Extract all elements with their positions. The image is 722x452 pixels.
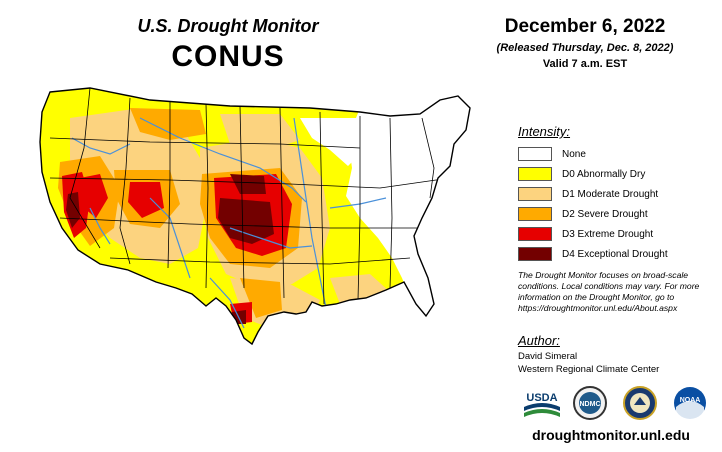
legend-swatch <box>518 147 552 161</box>
legend-item-d0: D0 Abnormally Dry <box>518 166 645 182</box>
legend-label: D4 Exceptional Drought <box>562 248 668 260</box>
d4-area-kansas-oklahoma <box>218 198 274 244</box>
drought-areas <box>40 88 470 344</box>
legend-item-none: None <box>518 146 586 162</box>
author-name: David Simeral <box>518 351 578 362</box>
legend-swatch <box>518 247 552 261</box>
legend-swatch <box>518 187 552 201</box>
usda-logo[interactable]: USDA <box>522 385 562 421</box>
ndmc-logo[interactable]: NDMC <box>572 385 608 421</box>
legend-swatch <box>518 207 552 221</box>
d4-area-nebraska <box>230 174 266 194</box>
map-date: December 6, 2022 <box>504 16 666 37</box>
map-title: U.S. Drought Monitor <box>137 16 319 36</box>
ndmc-logo-text: NDMC <box>580 401 601 408</box>
region-title: CONUS <box>171 40 285 73</box>
info-note: The Drought Monitor focuses on broad-sca… <box>518 270 700 313</box>
noaa-logo[interactable]: NOAA <box>672 385 708 421</box>
d3-area-nevada <box>80 174 108 218</box>
legend-item-d4: D4 Exceptional Drought <box>518 246 668 262</box>
doc-seal-logo[interactable] <box>622 385 658 421</box>
legend-label: D3 Extreme Drought <box>562 228 654 240</box>
d3-area-utah <box>128 182 164 218</box>
legend-item-d1: D1 Moderate Drought <box>518 186 658 202</box>
author-title: Author: <box>518 333 560 348</box>
usda-logo-text: USDA <box>526 392 557 404</box>
us-outline <box>39 87 471 346</box>
d2-area-texas <box>240 278 282 318</box>
author-org: Western Regional Climate Center <box>518 364 660 375</box>
d2-area-northwest <box>130 108 206 140</box>
legend-label: D1 Moderate Drought <box>562 188 659 200</box>
legend-label: D0 Abnormally Dry <box>562 168 646 180</box>
valid-time: Valid 7 a.m. EST <box>542 58 628 70</box>
legend-label: None <box>562 148 586 160</box>
legend-swatch <box>518 227 552 241</box>
legend-swatch <box>518 167 552 181</box>
website-link[interactable]: droughtmonitor.unl.edu <box>532 427 690 443</box>
legend-item-d3: D3 Extreme Drought <box>518 226 653 242</box>
legend-title: Intensity: <box>518 124 571 139</box>
drought-map <box>39 87 471 346</box>
noaa-logo-text: NOAA <box>680 397 701 404</box>
legend-label: D2 Severe Drought <box>562 208 648 220</box>
none-area-midwest <box>300 118 366 166</box>
release-date: (Released Thursday, Dec. 8, 2022) <box>496 42 674 54</box>
legend-item-d2: D2 Severe Drought <box>518 206 648 222</box>
state-borders <box>49 88 451 305</box>
